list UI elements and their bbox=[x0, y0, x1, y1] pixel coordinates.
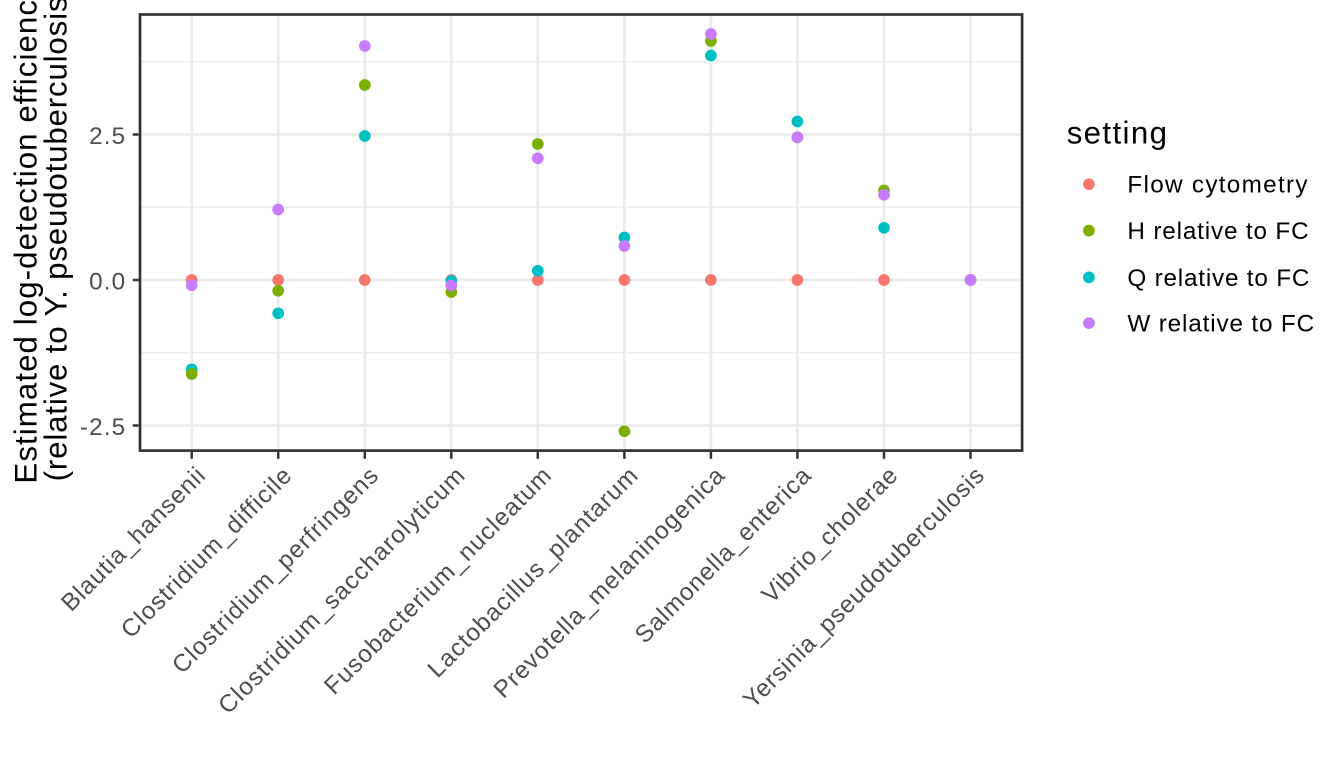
svg-text:2.5: 2.5 bbox=[89, 123, 126, 150]
svg-text:0.0: 0.0 bbox=[89, 269, 126, 296]
svg-text:W relative to FC: W relative to FC bbox=[1127, 311, 1315, 338]
svg-text:-2.5: -2.5 bbox=[80, 414, 126, 441]
svg-text:Estimated log-detection effici: Estimated log-detection efficiency bbox=[9, 0, 44, 484]
svg-text:setting: setting bbox=[1067, 116, 1169, 151]
svg-text:(relative to Y. pseudotubercul: (relative to Y. pseudotuberculosis) bbox=[39, 0, 74, 481]
svg-text:Flow cytometry: Flow cytometry bbox=[1127, 172, 1308, 199]
svg-text:H relative to FC: H relative to FC bbox=[1127, 218, 1309, 245]
svg-text:Q relative to FC: Q relative to FC bbox=[1127, 265, 1310, 292]
